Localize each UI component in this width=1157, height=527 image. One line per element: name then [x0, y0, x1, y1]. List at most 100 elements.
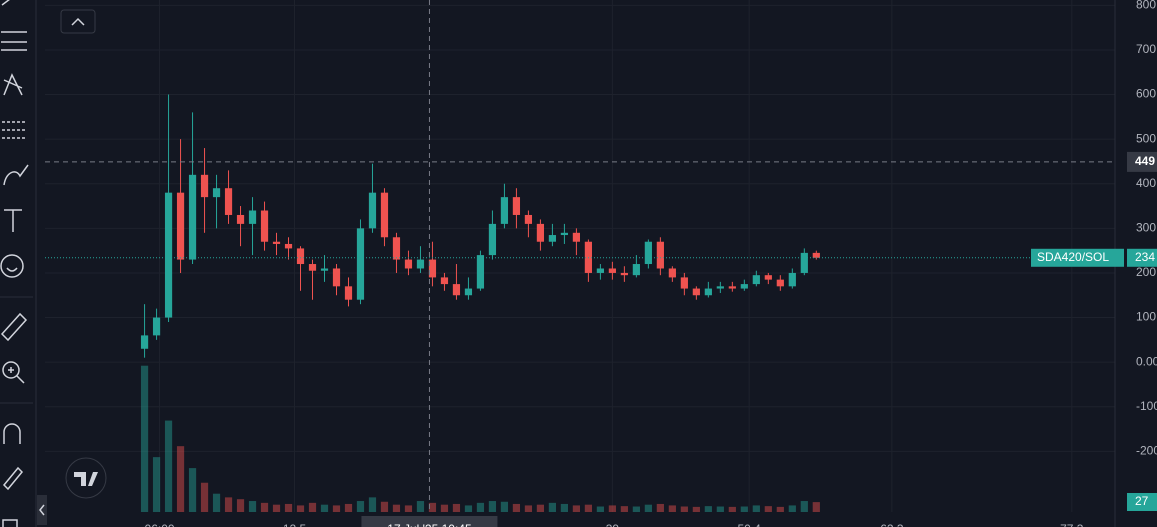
volume-bar: [440, 504, 449, 512]
candle-body: [440, 277, 449, 285]
volume-bar: [572, 505, 580, 512]
candle-body: [524, 214, 533, 224]
tool-ruler[interactable]: [0, 312, 28, 342]
volume-bar: [752, 505, 760, 512]
volume-bar: [152, 457, 161, 512]
candle-body: [392, 237, 401, 260]
candle-body: [560, 232, 569, 236]
candle-body: [212, 188, 221, 198]
candle-body: [272, 241, 281, 244]
candle-body: [140, 335, 149, 349]
candle-body: [740, 284, 748, 289]
tool-lock-draw[interactable]: [2, 466, 24, 491]
toolbar-bg: [0, 0, 36, 527]
volume-bar: [260, 502, 269, 512]
symbol-label: SDA420/SOL: [1037, 250, 1109, 264]
collapse-button-icon: [71, 17, 85, 26]
candle-body: [800, 252, 808, 273]
tool-brush[interactable]: [3, 164, 29, 186]
volume-bar: [332, 505, 341, 512]
collapse-arrow: [39, 504, 45, 516]
volume-bar: [620, 506, 628, 512]
tool-emoji-smile: [6, 267, 18, 272]
candle-body: [176, 192, 185, 260]
candle-body: [428, 259, 437, 278]
y-tick-label: 0.00: [1136, 354, 1157, 368]
candle-body: [404, 259, 413, 269]
volume-bar: [596, 506, 604, 512]
y-tick-label: 500: [1136, 131, 1156, 145]
volume-bar: [308, 502, 317, 512]
candle-body: [812, 252, 820, 258]
volume-bar: [380, 501, 389, 512]
y-tick-label: 300: [1136, 221, 1156, 235]
candle-body: [188, 174, 197, 260]
volume-bar: [704, 506, 712, 512]
tool-magnet[interactable]: [3, 423, 21, 444]
candle-body: [692, 288, 700, 296]
volume-bar: [356, 501, 365, 512]
crosshair-x-label: 17 Jul '25 10:45: [387, 522, 472, 527]
candle-body: [320, 268, 329, 271]
tool-lines[interactable]: [1, 0, 27, 51]
candle-body: [500, 197, 509, 224]
volume-bar: [200, 482, 209, 512]
tool-lock[interactable]: [2, 519, 18, 527]
candle-body: [476, 255, 485, 289]
candle-body: [764, 275, 772, 280]
volume-bar: [488, 501, 497, 512]
volume-bar: [716, 506, 724, 512]
tool-pattern[interactable]: [3, 73, 23, 96]
candle-body: [224, 188, 233, 215]
y-tick-label: 700: [1136, 42, 1156, 56]
volume-bar: [176, 446, 185, 512]
candle-body: [344, 286, 353, 300]
volume-bar: [164, 420, 173, 512]
volume-label-bg: [1127, 493, 1157, 511]
candle-body: [248, 210, 257, 224]
volume-bar: [800, 501, 808, 512]
volume-bar: [632, 506, 640, 512]
x-tick-label: 50.4: [737, 522, 761, 527]
volume-bar: [368, 497, 377, 512]
volume-bar: [284, 503, 293, 512]
tool-emoji[interactable]: [0, 254, 24, 278]
volume-bar: [140, 365, 149, 512]
candle-body: [284, 243, 293, 249]
volume-bar: [296, 505, 305, 512]
collapse-toolbar[interactable]: [37, 495, 47, 525]
candle-body: [596, 268, 604, 273]
y-tick-label: 400: [1136, 176, 1156, 190]
volume-bar: [740, 506, 748, 512]
volume-bar: [392, 504, 401, 512]
crosshair-x-bg: [361, 516, 498, 527]
tv-logo-mark: [74, 472, 98, 486]
volume-bar: [560, 503, 569, 512]
volume-bar: [608, 505, 616, 512]
tool-text[interactable]: [4, 209, 22, 232]
volume-bar: [812, 502, 820, 512]
candle-body: [200, 174, 209, 198]
volume-bar: [524, 505, 533, 512]
crosshair-y-label: 449: [1135, 154, 1155, 168]
x-tick-label: 39: [606, 522, 620, 527]
candle-body: [332, 268, 341, 287]
candle-body: [152, 317, 161, 336]
volume-bar: [188, 468, 197, 512]
volume-bar: [248, 501, 257, 512]
volume-bar: [788, 505, 796, 512]
symbol-label-bg: [1031, 248, 1124, 267]
tool-fib[interactable]: [2, 121, 26, 139]
x-tick-label: 62.3: [880, 522, 904, 527]
candle-body: [704, 288, 712, 296]
volume-bar: [500, 501, 509, 512]
collapse-button[interactable]: [60, 9, 96, 34]
candle-body: [368, 192, 377, 229]
toolbar: [0, 0, 47, 527]
candle-body: [308, 264, 317, 271]
volume-bar: [476, 502, 485, 512]
tool-zoom-glass: [8, 367, 25, 384]
candle-body: [464, 288, 473, 296]
tool-zoom[interactable]: [2, 361, 20, 379]
y-tick-label: 800: [1136, 0, 1156, 12]
